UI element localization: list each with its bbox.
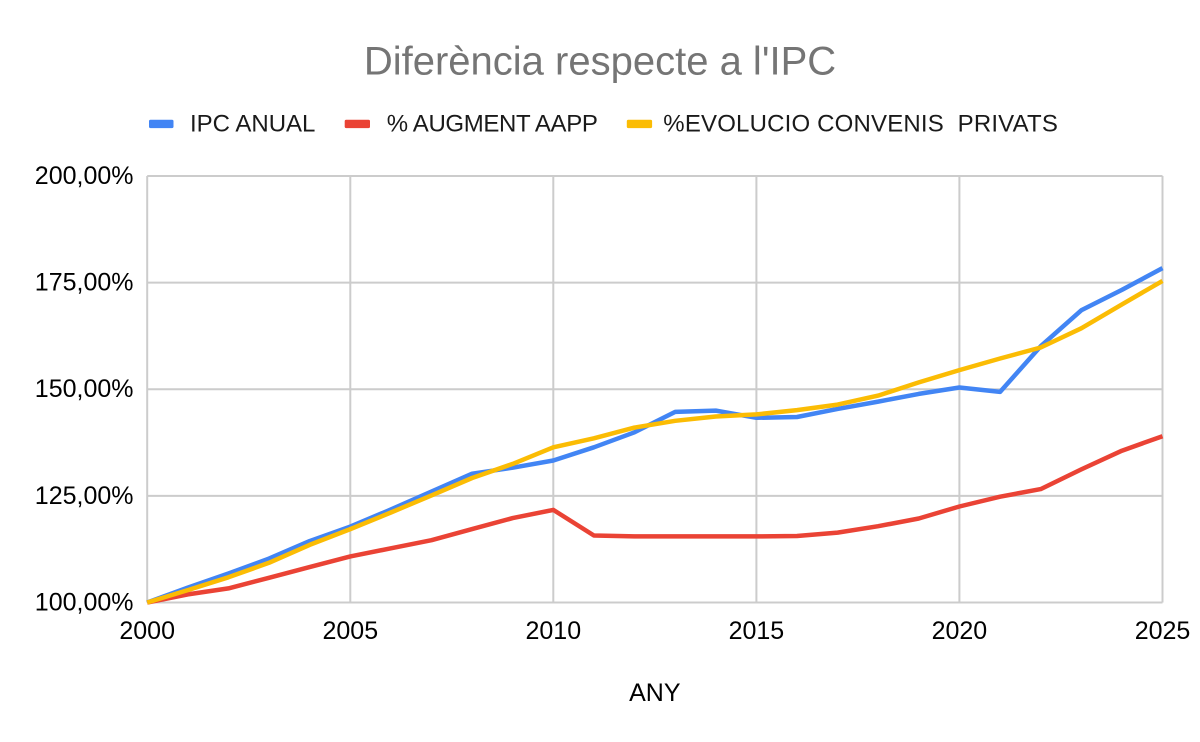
svg-text:2005: 2005 bbox=[322, 617, 378, 645]
svg-text:175,00%: 175,00% bbox=[35, 269, 134, 297]
svg-text:%EVOLUCIO CONVENIS PRIVATS: %EVOLUCIO CONVENIS PRIVATS bbox=[663, 111, 1058, 138]
svg-text:200,00%: 200,00% bbox=[35, 162, 134, 190]
svg-text:2015: 2015 bbox=[729, 617, 785, 645]
svg-text:% AUGMENT AAPP: % AUGMENT AAPP bbox=[387, 111, 598, 138]
svg-text:ANY: ANY bbox=[629, 679, 681, 707]
svg-text:150,00%: 150,00% bbox=[35, 375, 134, 403]
svg-text:Diferència respecte a l'IPC: Diferència respecte a l'IPC bbox=[364, 40, 836, 84]
svg-text:IPC ANUAL: IPC ANUAL bbox=[190, 111, 315, 138]
svg-text:2020: 2020 bbox=[932, 617, 988, 645]
svg-text:2025: 2025 bbox=[1135, 617, 1191, 645]
svg-text:100,00%: 100,00% bbox=[35, 589, 134, 617]
svg-text:2010: 2010 bbox=[525, 617, 581, 645]
svg-text:2000: 2000 bbox=[119, 617, 175, 645]
svg-text:125,00%: 125,00% bbox=[35, 482, 134, 510]
